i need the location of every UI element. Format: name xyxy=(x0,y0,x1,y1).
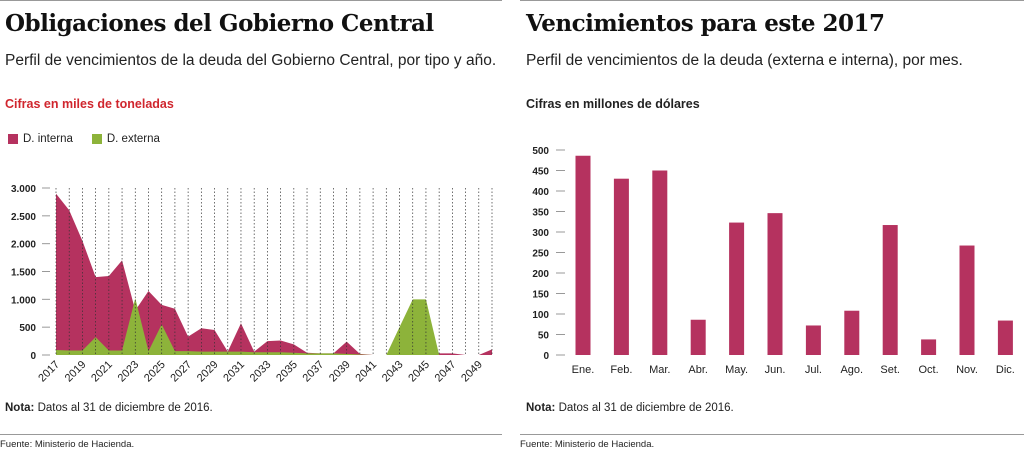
x-tick-label: 2021 xyxy=(89,359,115,385)
x-tick-label: 2049 xyxy=(459,359,485,385)
area-interna xyxy=(56,193,492,355)
top-rule-left xyxy=(0,0,502,1)
left-note: Nota: Datos al 31 de diciembre de 2016. xyxy=(5,402,213,414)
left-subtitle: Perfil de vencimientos de la deuda del G… xyxy=(5,52,497,69)
note-text: Datos al 31 de diciembre de 2016. xyxy=(555,402,734,414)
x-tick-label: Ago. xyxy=(840,364,863,376)
x-tick-label: Ene. xyxy=(572,364,595,376)
left-unit: Cifras en miles de toneladas xyxy=(5,97,174,111)
x-tick-label: 2039 xyxy=(327,359,353,385)
bottom-rule-left xyxy=(0,434,502,435)
left-source: Fuente: Ministerio de Hacienda. xyxy=(0,439,135,450)
y-tick-label: 350 xyxy=(532,208,549,219)
x-tick-label: Dic. xyxy=(996,364,1015,376)
x-tick-label: 2043 xyxy=(380,359,406,385)
y-tick-label: 50 xyxy=(538,331,550,342)
x-tick-label: Set. xyxy=(880,364,900,376)
x-tick-label: 2033 xyxy=(248,359,274,385)
bar-ene xyxy=(575,155,591,355)
bar-jul xyxy=(805,325,821,355)
y-tick-label: 100 xyxy=(532,310,549,321)
y-tick-label: 400 xyxy=(532,187,549,198)
note-label: Nota: xyxy=(5,402,35,414)
x-tick-label: Mar. xyxy=(649,364,670,376)
right-note: Nota: Datos al 31 de diciembre de 2016. xyxy=(526,402,734,414)
y-tick-label: 250 xyxy=(532,249,549,260)
x-tick-label: 2025 xyxy=(142,359,168,385)
top-rule-right xyxy=(520,0,1024,1)
left-title: Obligaciones del Gobierno Central xyxy=(5,10,434,37)
bar-mar xyxy=(652,170,668,355)
legend: D. interna D. externa xyxy=(8,133,160,145)
x-tick-label: 2017 xyxy=(36,359,62,385)
bar-chart: 0 50 100 150 200 250 300 350 400 450 500 Ene. Feb. Ma… xyxy=(532,146,1015,376)
x-tick-label: 2023 xyxy=(116,359,142,385)
bar-abr xyxy=(690,319,706,355)
y-tick-label: 300 xyxy=(532,228,549,239)
x-tick-label: 2031 xyxy=(221,359,247,385)
note-text: Datos al 31 de diciembre de 2016. xyxy=(34,402,213,414)
legend-swatch-interna xyxy=(8,134,18,144)
y-tick-label: 150 xyxy=(532,290,549,301)
x-tick-label: May. xyxy=(725,364,748,376)
bar-nov xyxy=(959,245,975,355)
y-tick-label: 0 xyxy=(543,351,549,362)
y-tick-label: 2.000 xyxy=(11,240,36,251)
y-tick-label: 0 xyxy=(30,351,36,362)
x-tick-label: Feb. xyxy=(610,364,632,376)
x-tick-label: Nov. xyxy=(956,364,978,376)
y-tick-label: 3.000 xyxy=(11,184,36,195)
note-label: Nota: xyxy=(526,402,556,414)
x-tick-label: 2045 xyxy=(406,359,432,385)
x-tick-label: 2035 xyxy=(274,359,300,385)
bar-ago xyxy=(844,310,860,355)
x-tick-label: 2041 xyxy=(353,359,379,385)
y-tick-label: 1.500 xyxy=(11,268,36,279)
x-tick-label: 2047 xyxy=(433,359,459,385)
x-tick-label: Oct. xyxy=(919,364,939,376)
legend-label-externa: D. externa xyxy=(106,133,160,145)
bar-may xyxy=(729,222,745,355)
right-subtitle: Perfil de vencimientos de la deuda (exte… xyxy=(526,52,963,69)
x-tick-label: 2027 xyxy=(168,359,194,385)
bottom-rule-right xyxy=(520,434,1024,435)
legend-swatch-externa xyxy=(91,134,102,144)
bar-set xyxy=(882,225,898,355)
x-tick-label: Abr. xyxy=(688,364,708,376)
x-tick-label: 2037 xyxy=(301,359,327,385)
bar-feb xyxy=(613,178,629,355)
y-tick-label: 500 xyxy=(532,146,549,157)
y-tick-label: 1.000 xyxy=(11,295,36,306)
area-externa xyxy=(56,298,492,355)
x-tick-label: 2029 xyxy=(195,359,221,385)
x-tick-label: Jul. xyxy=(805,364,822,376)
bar-oct xyxy=(921,339,937,355)
x-tick-label: Jun. xyxy=(765,364,786,376)
right-unit: Cifras en millones de dólares xyxy=(526,97,700,111)
y-tick-label: 2.500 xyxy=(11,212,36,223)
bar-dic xyxy=(997,320,1013,355)
x-tick-label: 2019 xyxy=(63,359,89,385)
legend-label-interna: D. interna xyxy=(23,133,73,145)
y-tick-label: 450 xyxy=(532,167,549,178)
right-source: Fuente: Ministerio de Hacienda. xyxy=(520,439,655,450)
y-tick-label: 200 xyxy=(532,269,549,280)
right-title: Vencimientos para este 2017 xyxy=(526,10,885,37)
bar-jun xyxy=(767,213,783,355)
y-tick-label: 500 xyxy=(19,323,36,334)
